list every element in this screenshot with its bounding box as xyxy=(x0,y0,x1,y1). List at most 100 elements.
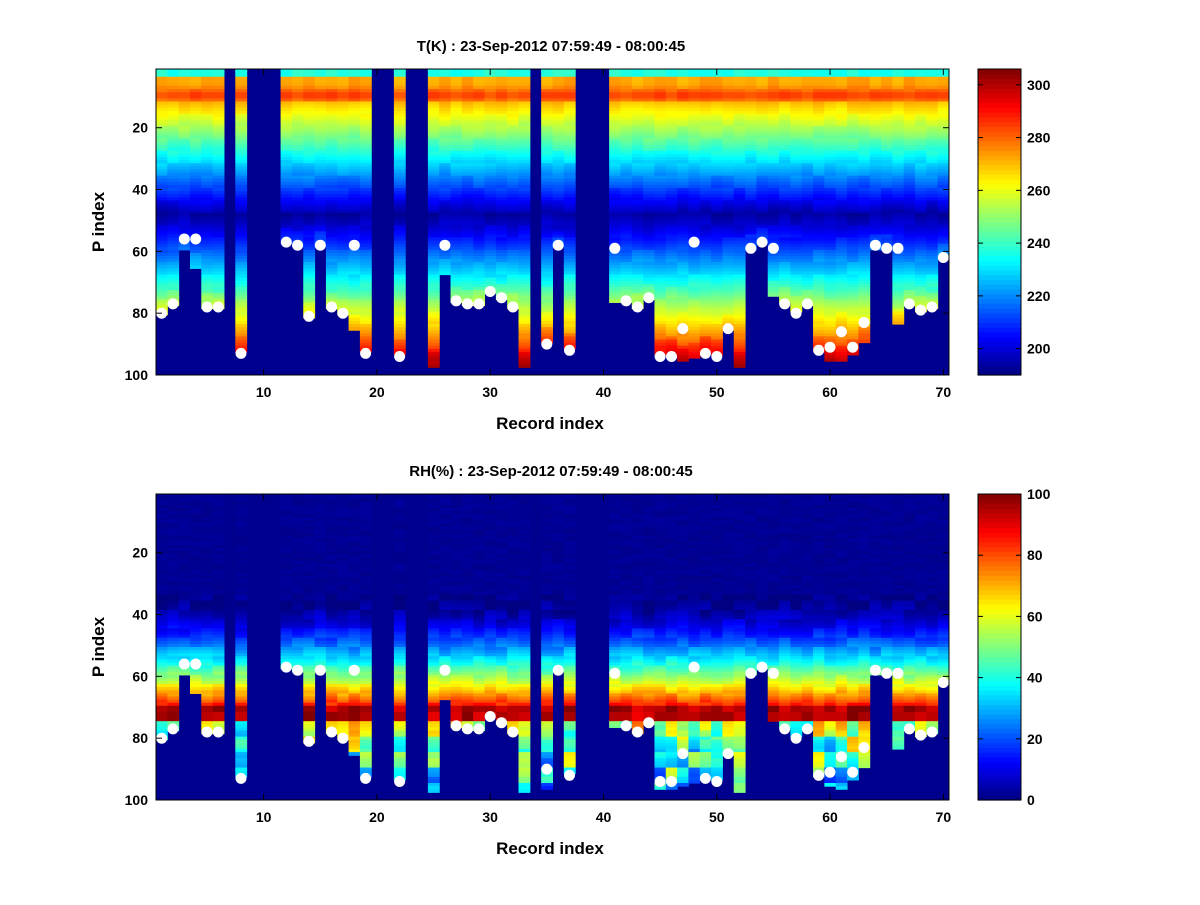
x-tick-label: 10 xyxy=(256,384,272,400)
colorbar-segment xyxy=(978,155,1021,160)
surface-marker xyxy=(507,302,518,313)
heatmap-cell xyxy=(858,339,870,343)
chart-title: T(K) : 23-Sep-2012 07:59:49 - 08:00:45 xyxy=(417,38,685,55)
y-tick-label: 80 xyxy=(132,305,148,321)
surface-marker xyxy=(904,298,915,309)
profile-column xyxy=(337,69,349,315)
profile-column xyxy=(507,69,519,309)
colorbar-segment xyxy=(978,246,1021,251)
colorbar-tick-label: 280 xyxy=(1027,130,1051,146)
colorbar-segment xyxy=(978,241,1021,246)
colorbar-segment xyxy=(978,112,1021,117)
surface-marker xyxy=(609,243,620,254)
surface-marker xyxy=(893,243,904,254)
profile-column xyxy=(688,69,700,359)
heatmap-cell xyxy=(734,364,746,368)
colorbar-segment xyxy=(978,337,1021,342)
profile-column xyxy=(541,69,553,343)
heatmap-cell xyxy=(519,364,531,368)
colorbar-segment xyxy=(978,222,1021,227)
colorbar-segment xyxy=(978,275,1021,280)
surface-marker xyxy=(700,348,711,359)
colorbar-segment xyxy=(978,160,1021,165)
x-tick-label: 70 xyxy=(936,384,952,400)
surface-marker xyxy=(655,351,666,362)
colorbar-segment xyxy=(978,332,1021,337)
surface-marker xyxy=(745,243,756,254)
y-tick-label: 20 xyxy=(132,120,148,136)
colorbar-segment xyxy=(978,289,1021,294)
profile-column xyxy=(519,69,531,368)
surface-marker xyxy=(791,308,802,319)
colorbar-segment xyxy=(978,79,1021,84)
profile-column xyxy=(315,69,327,247)
profile-column xyxy=(926,69,938,309)
profile-column xyxy=(756,69,768,244)
surface-marker xyxy=(315,240,326,251)
colorbar-tick-label: 260 xyxy=(1027,182,1051,198)
colorbar-segment xyxy=(978,327,1021,332)
colorbar-segment xyxy=(978,265,1021,270)
heatmap-cell xyxy=(609,299,621,303)
colorbar-segment xyxy=(978,107,1021,112)
colorbar-segment xyxy=(978,318,1021,323)
profile-column xyxy=(473,69,485,306)
surface-marker xyxy=(927,302,938,313)
heatmap-cell xyxy=(836,358,848,362)
profile-column xyxy=(722,69,734,331)
heatmap-cell xyxy=(688,355,700,359)
surface-marker xyxy=(915,305,926,316)
surface-marker xyxy=(281,237,292,248)
chart-title: RH(%) : 23-Sep-2012 07:59:49 - 08:00:45 xyxy=(409,463,692,480)
profile-column xyxy=(677,69,689,362)
colorbar-segment xyxy=(978,69,1021,74)
colorbar-segment xyxy=(978,198,1021,203)
profile-column xyxy=(349,69,361,331)
profile-column xyxy=(892,69,904,325)
profile-column xyxy=(870,69,882,250)
surface-marker xyxy=(689,237,700,248)
heatmap-cell xyxy=(824,358,836,362)
x-tick-label: 20 xyxy=(369,384,385,400)
profile-column xyxy=(847,69,859,356)
colorbar-segment xyxy=(978,126,1021,131)
surface-marker xyxy=(881,243,892,254)
colorbar-segment xyxy=(978,74,1021,79)
surface-marker xyxy=(349,240,360,251)
x-tick-label: 40 xyxy=(596,384,612,400)
colorbar-segment xyxy=(978,346,1021,351)
profile-column xyxy=(632,69,644,309)
colorbar-segment xyxy=(978,299,1021,304)
colorbar-segment xyxy=(978,193,1021,198)
profile-column xyxy=(858,69,870,343)
colorbar-segment xyxy=(978,255,1021,260)
profile-column xyxy=(360,69,372,352)
surface-marker xyxy=(439,240,450,251)
colorbar-segment xyxy=(978,365,1021,370)
surface-marker xyxy=(813,345,824,356)
colorbar-segment xyxy=(978,98,1021,103)
colorbar-segment xyxy=(978,117,1021,122)
surface-marker xyxy=(621,295,632,306)
colorbar-segment xyxy=(978,150,1021,155)
colorbar-segment xyxy=(978,189,1021,194)
surface-marker xyxy=(394,351,405,362)
profile-column xyxy=(553,69,565,247)
profile-column xyxy=(711,69,723,356)
y-tick-label: 40 xyxy=(132,182,148,198)
surface-marker xyxy=(473,298,484,309)
surface-marker xyxy=(462,298,473,309)
surface-marker xyxy=(202,302,213,313)
colorbar-segment xyxy=(978,270,1021,275)
profile-column xyxy=(654,69,666,356)
colorbar-tick-label: 300 xyxy=(1027,77,1051,93)
profile-column xyxy=(564,69,576,349)
profile-column xyxy=(790,69,802,312)
profile-column xyxy=(620,69,632,303)
surface-marker xyxy=(337,308,348,319)
colorbar-segment xyxy=(978,136,1021,141)
colorbar-tick-label: 220 xyxy=(1027,288,1051,304)
